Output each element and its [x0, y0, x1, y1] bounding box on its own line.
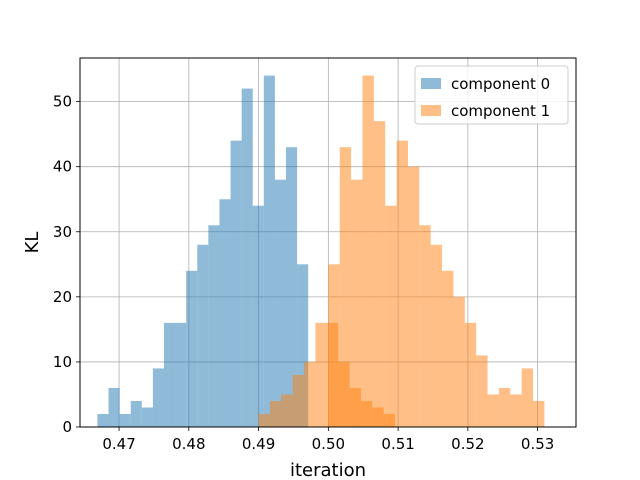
histogram-bar-series-0	[141, 407, 153, 427]
x-tick-label: 0.50	[312, 435, 345, 453]
histogram-bar-series-2	[442, 270, 454, 427]
histogram-bar-series-2	[419, 225, 431, 427]
histogram-bar-series-0	[108, 387, 120, 427]
histogram-bar-series-2	[385, 205, 397, 427]
x-axis-label: iteration	[290, 460, 366, 480]
histogram-bar-series-0	[219, 199, 231, 427]
histogram-bar-series-2	[533, 400, 545, 427]
histogram-bar-series-2	[351, 179, 363, 427]
histogram-bar-series-0	[97, 413, 109, 427]
histogram-bar-series-0	[208, 225, 220, 427]
histogram-bar-series-0	[175, 322, 187, 427]
histogram-bar-series-1	[281, 394, 293, 427]
histogram-bar-series-1	[304, 361, 316, 427]
legend-label: component 0	[451, 75, 550, 93]
histogram-bar-series-2	[362, 75, 374, 428]
x-tick-label: 0.49	[242, 435, 275, 453]
histogram-bar-series-2	[510, 394, 522, 427]
histogram-bar-series-0	[241, 88, 253, 427]
y-tick-label: 20	[53, 288, 72, 306]
bars	[97, 75, 545, 428]
histogram-bar-series-2	[487, 394, 499, 427]
legend-swatch	[421, 105, 441, 116]
x-tick-label: 0.53	[521, 435, 554, 453]
histogram-bar-series-0	[297, 264, 309, 427]
histogram-bar-series-0	[197, 244, 209, 427]
histogram-bar-series-2	[339, 147, 352, 427]
histogram-bar-series-0	[252, 205, 264, 427]
histogram-bar-series-0	[230, 140, 242, 427]
histogram-bar-series-0	[119, 413, 131, 427]
histogram-bar-series-2	[396, 140, 408, 427]
ticks: 0.47 0.48 0.49 0.50 0.51 0.52 0.53 0 10 20 30 40 50	[53, 93, 554, 453]
histogram-bar-series-2	[328, 264, 340, 427]
y-tick-label: 10	[53, 353, 72, 371]
legend-label: component 1	[451, 102, 550, 120]
y-axis-label: KL	[22, 232, 43, 254]
histogram-bar-series-0	[186, 270, 198, 427]
y-tick-label: 30	[53, 223, 72, 241]
histogram-bar-series-2	[373, 121, 386, 427]
y-tick-label: 0	[62, 418, 72, 436]
histogram-bar-series-0	[286, 147, 298, 427]
histogram-bar-series-1	[292, 374, 305, 427]
x-tick-label: 0.51	[381, 435, 414, 453]
y-tick-label: 50	[53, 93, 72, 111]
histogram-bar-series-1	[258, 413, 270, 427]
legend: component 0 component 1	[414, 65, 569, 125]
legend-box	[414, 65, 569, 125]
y-tick-label: 40	[53, 158, 72, 176]
histogram-bar-series-2	[521, 368, 534, 427]
histogram-bar-series-0	[163, 322, 176, 427]
histogram-bar-series-0	[130, 400, 142, 427]
x-tick-label: 0.52	[451, 435, 484, 453]
histogram-bar-series-1	[315, 322, 327, 427]
x-tick-label: 0.47	[102, 435, 135, 453]
legend-swatch	[421, 78, 441, 89]
histogram-bar-series-2	[464, 322, 477, 427]
histogram-bar-series-0	[263, 75, 275, 428]
histogram-bar-series-2	[498, 387, 511, 427]
histogram-bar-series-0	[274, 179, 287, 427]
histogram-bar-series-2	[453, 296, 465, 427]
histogram-bar-series-2	[430, 244, 443, 427]
x-tick-label: 0.48	[172, 435, 205, 453]
histogram-bar-series-0	[152, 368, 164, 427]
histogram-bar-series-2	[407, 166, 420, 427]
histogram-bar-series-2	[476, 355, 488, 427]
histogram-bar-series-1	[269, 400, 282, 427]
